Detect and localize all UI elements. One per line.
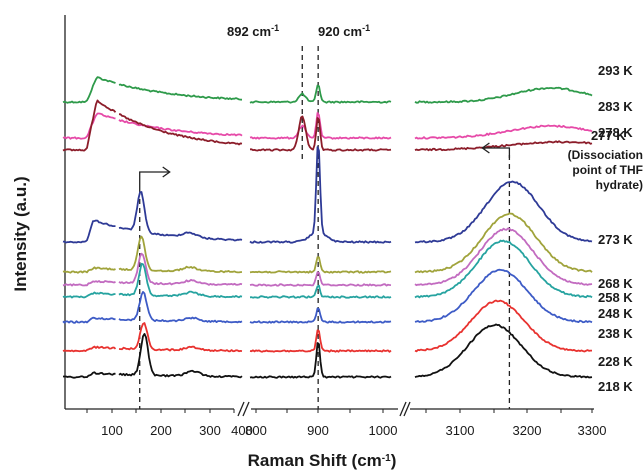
tick-label-900: 900 (307, 423, 329, 438)
series-line-high (414, 212, 593, 274)
series-line-mid (249, 329, 392, 353)
series-line-high (414, 227, 593, 287)
series-line-high (414, 239, 593, 299)
series-line-mid (249, 342, 392, 379)
annotation-line-3: hydrate) (596, 178, 643, 192)
series-248k (62, 239, 593, 299)
axis-break-mark (403, 401, 411, 417)
series-238k (62, 268, 593, 324)
peak-label-920-text: 920 cm (318, 24, 362, 39)
tick-label-1000: 1000 (369, 423, 398, 438)
series-line-high (414, 86, 593, 104)
annotation-line-1: (Dissociation (568, 148, 643, 162)
series-label: 278 K (598, 125, 633, 140)
series-label: 228 K (598, 354, 633, 369)
series-line-high (414, 299, 592, 353)
series-line-low (62, 262, 243, 299)
series-278k (62, 99, 593, 152)
series-label: 238 K (598, 326, 633, 341)
tick-label-100: 100 (101, 423, 123, 438)
series-line-low (62, 235, 243, 274)
y-axis-title: Intensity (a.u.) (11, 176, 30, 291)
series-line-low (62, 252, 243, 287)
series-line-mid (249, 271, 392, 287)
series-lines (62, 76, 593, 379)
annotation-line-2: point of THF (572, 163, 643, 177)
shift-arrow-left (482, 147, 511, 158)
tick-label-200: 200 (150, 423, 172, 438)
x-axis-title-sup: -1 (382, 453, 391, 464)
x-axis-title-main: Raman Shift (cm (248, 451, 382, 470)
series-label: 293 K (598, 63, 633, 78)
series-line-high (414, 268, 593, 324)
peak-label-892-sup: -1 (271, 23, 279, 33)
axis-break-mark (399, 401, 407, 417)
tick-label-3300: 3300 (578, 423, 607, 438)
series-line-high (414, 323, 593, 379)
series-line-low (63, 333, 243, 379)
series-label: 248 K (598, 306, 633, 321)
series-line-low (62, 99, 243, 152)
tick-label-3100: 3100 (446, 423, 475, 438)
highlight-temperature-label: 277 K (591, 128, 626, 143)
series-line-low (62, 322, 243, 353)
series-line-low (62, 191, 243, 244)
series-line-low (62, 76, 243, 104)
series-line-high (414, 124, 593, 140)
axis-break-mark (242, 401, 250, 417)
series-line-low (62, 112, 243, 140)
series-218k (63, 323, 593, 379)
series-label: 273 K (598, 232, 633, 247)
series-label: 268 K (598, 276, 633, 291)
series-273k (62, 146, 593, 244)
series-line-mid (249, 84, 392, 104)
shift-arrow-right (139, 171, 170, 190)
tick-label-800: 800 (245, 423, 267, 438)
annotations (139, 142, 511, 190)
series-268k (62, 212, 593, 274)
series-label: 283 K (598, 99, 633, 114)
peak-label-920-sup: -1 (362, 23, 370, 33)
tick-label-300: 300 (199, 423, 221, 438)
x-axis-title: Raman Shift (cm-1) (248, 451, 397, 470)
axes (64, 15, 594, 417)
series-line-mid (250, 115, 392, 152)
arrow-head (481, 142, 490, 154)
series-line-mid (249, 256, 392, 274)
series-line-high (414, 140, 593, 152)
series-line-low (62, 291, 243, 324)
series-line-mid (249, 284, 392, 299)
tick-label-400: 400 (231, 423, 253, 438)
x-axis-title-close: ) (391, 451, 397, 470)
series-line-high (414, 180, 593, 244)
series-line-mid (249, 307, 392, 324)
peak-label-892-text: 892 cm (227, 24, 271, 39)
tick-label-3200: 3200 (513, 423, 542, 438)
series-label: 218 K (598, 379, 633, 394)
series-293k (62, 76, 593, 104)
series-228k (62, 299, 592, 353)
axis-break-mark (237, 401, 245, 417)
series-label: 258 K (598, 290, 633, 305)
series-283k (62, 112, 593, 140)
peak-label-892: 892 cm-1 (227, 23, 279, 39)
series-line-mid (249, 146, 392, 244)
series-258k (62, 227, 593, 287)
peak-label-920: 920 cm-1 (318, 23, 370, 39)
arrow-head (162, 166, 171, 178)
